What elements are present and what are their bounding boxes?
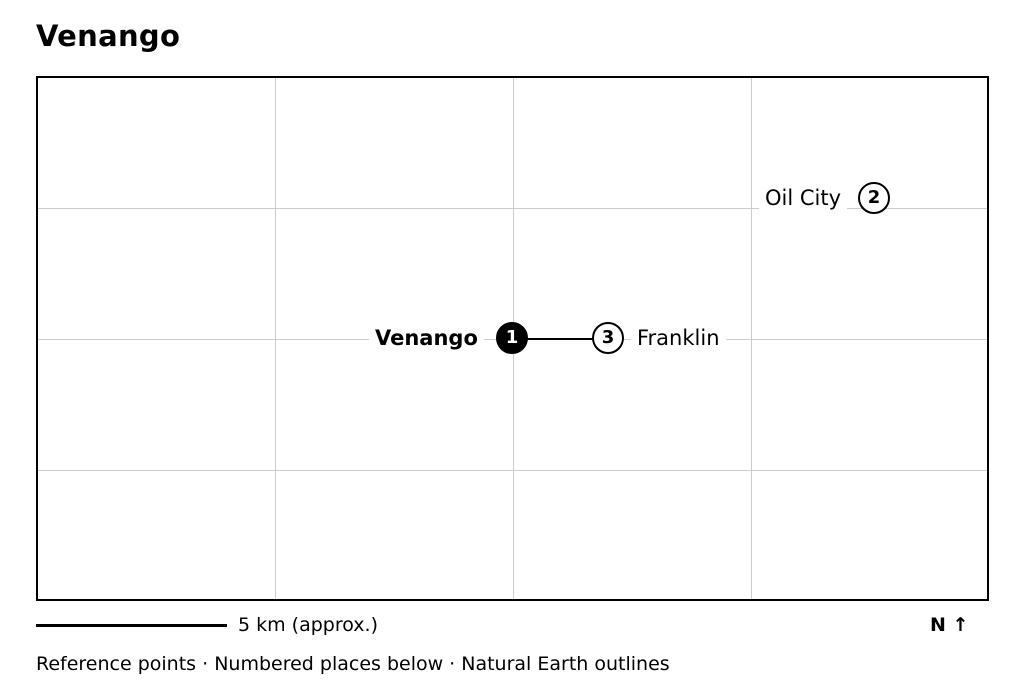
map-title: Venango bbox=[36, 16, 180, 56]
place-label-oil-city: Oil City bbox=[759, 184, 847, 212]
north-arrow: N ↑ bbox=[930, 612, 968, 638]
place-label-venango: Venango bbox=[369, 324, 484, 352]
place-label-franklin: Franklin bbox=[631, 324, 726, 352]
place-marker-venango[interactable]: 1 bbox=[496, 322, 528, 354]
place-marker-franklin[interactable]: 3 bbox=[592, 322, 624, 354]
place-marker-oil-city[interactable]: 2 bbox=[858, 182, 890, 214]
scale-bar bbox=[36, 624, 227, 627]
map-footer-note: Reference points · Numbered places below… bbox=[36, 651, 670, 677]
map-frame[interactable]: Venango 1 3 Franklin Oil City 2 bbox=[36, 76, 989, 601]
scale-label: 5 km (approx.) bbox=[238, 612, 378, 638]
